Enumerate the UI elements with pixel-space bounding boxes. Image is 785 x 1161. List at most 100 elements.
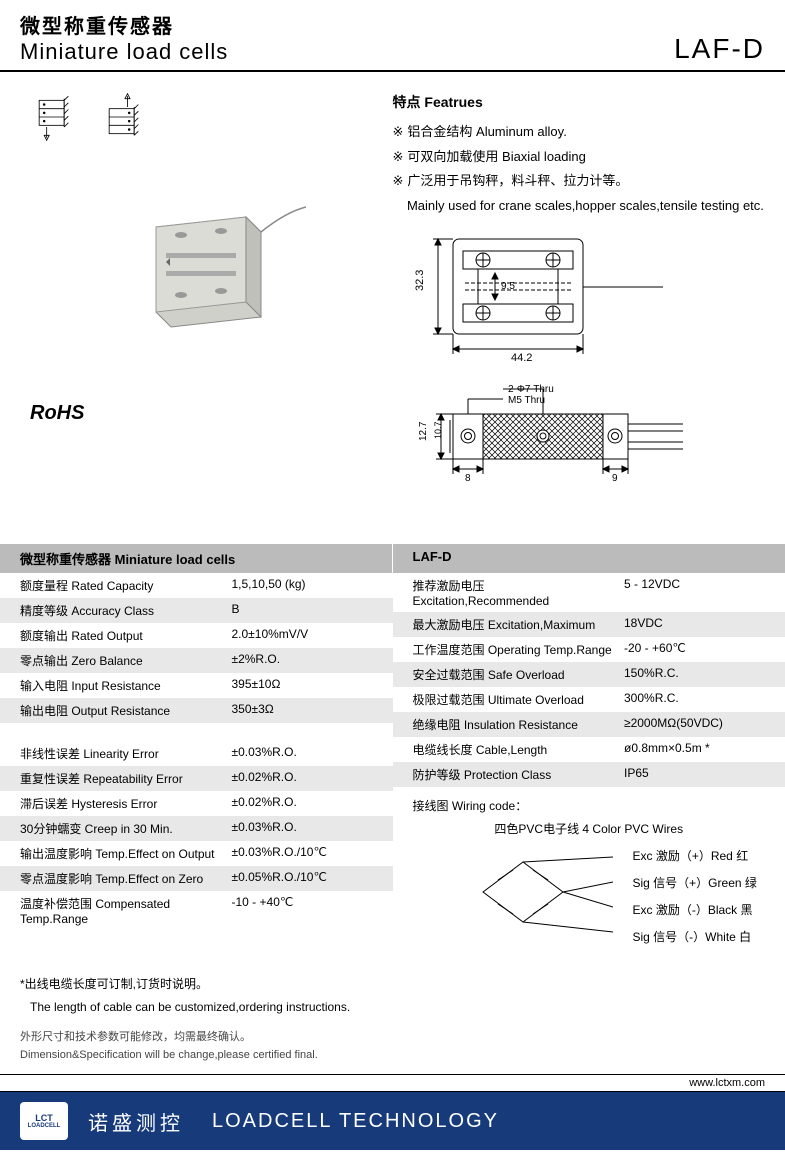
spec-label: 防护等级 Protection Class bbox=[413, 766, 625, 783]
product-photo bbox=[106, 182, 306, 362]
spec-spacer bbox=[0, 723, 393, 741]
footer-logo-icon: LCT LOADCELL bbox=[20, 1102, 68, 1140]
technical-drawing: 44.2 32.3 9.5 bbox=[393, 229, 766, 524]
spec-body: 额度量程 Rated Capacity1,5,10,50 (kg)精度等级 Ac… bbox=[0, 573, 785, 955]
footer-text-english: LOADCELL TECHNOLOGY bbox=[212, 1110, 499, 1133]
spec-left-column: 额度量程 Rated Capacity1,5,10,50 (kg)精度等级 Ac… bbox=[0, 573, 393, 955]
spec-value: 300%R.C. bbox=[624, 691, 765, 708]
website-url: www.lctxm.com bbox=[0, 1074, 785, 1092]
spec-value: ±0.02%R.O. bbox=[232, 795, 373, 812]
left-column: RoHS bbox=[20, 92, 393, 524]
right-column: 特点 Featrues ※铝合金结构 Aluminum alloy.※可双向加载… bbox=[393, 92, 766, 524]
spec-value: ≥2000MΩ(50VDC) bbox=[624, 716, 765, 733]
wiring-schematic-icon bbox=[473, 847, 613, 937]
dim-center: 9.5 bbox=[501, 281, 515, 292]
spec-value: 18VDC bbox=[624, 616, 765, 633]
spec-value: -10 - +40℃ bbox=[232, 895, 373, 926]
spec-left2-rows: 非线性误差 Linearity Error±0.03%R.O.重复性误差 Rep… bbox=[0, 741, 393, 930]
spec-label: 非线性误差 Linearity Error bbox=[20, 745, 232, 762]
spec-row: 最大激励电压 Excitation,Maximum18VDC bbox=[393, 612, 785, 637]
top-content: RoHS 特点 Featrues ※铝合金结构 Aluminum alloy.※… bbox=[0, 72, 785, 544]
spec-value: ±2%R.O. bbox=[232, 652, 373, 669]
spec-value: 5 - 12VDC bbox=[624, 577, 765, 608]
spec-label: 额度输出 Rated Output bbox=[20, 627, 232, 644]
logo-top: LCT bbox=[35, 1114, 53, 1123]
spec-header-right: LAF-D bbox=[393, 544, 785, 573]
wire-label: Exc 激励（+）Red 红 bbox=[633, 847, 757, 864]
dim-height: 32.3 bbox=[414, 269, 426, 290]
spec-row: 零点温度影响 Temp.Effect on Zero±0.05%R.O./10℃ bbox=[0, 866, 393, 891]
page-header: 微型称重传感器 Miniature load cells LAF-D bbox=[0, 0, 785, 72]
load-diagram-down bbox=[30, 92, 80, 142]
spec-value: IP65 bbox=[624, 766, 765, 783]
spec-label: 零点温度影响 Temp.Effect on Zero bbox=[20, 870, 232, 887]
spec-label: 推荐激励电压 Excitation,Recommended bbox=[413, 577, 625, 608]
spec-row: 防护等级 Protection ClassIP65 bbox=[393, 762, 785, 787]
cable-note-en: The length of cable can be customized,or… bbox=[30, 998, 765, 1017]
spec-value: 1,5,10,50 (kg) bbox=[232, 577, 373, 594]
title-chinese: 微型称重传感器 bbox=[20, 10, 228, 39]
model-number: LAF-D bbox=[674, 33, 765, 65]
spec-row: 重复性误差 Repeatability Error±0.02%R.O. bbox=[0, 766, 393, 791]
spec-value: ±0.03%R.O./10℃ bbox=[232, 845, 373, 862]
spec-label: 额度量程 Rated Capacity bbox=[20, 577, 232, 594]
spec-label: 30分钟蠕变 Creep in 30 Min. bbox=[20, 820, 232, 837]
spec-value: ±0.05%R.O./10℃ bbox=[232, 870, 373, 887]
spec-header-left: 微型称重传感器 Miniature load cells bbox=[0, 544, 393, 573]
footnotes: *出线电缆长度可订制,订货时说明。 The length of cable ca… bbox=[0, 955, 785, 1075]
feature-item: ※广泛用于吊钩秤，料斗秤、拉力计等。 Mainly used for crane… bbox=[393, 169, 766, 218]
dim-pad-r: 9 bbox=[612, 473, 618, 484]
spec-row: 额度输出 Rated Output2.0±10%mV/V bbox=[0, 623, 393, 648]
spec-label: 绝缘电阻 Insulation Resistance bbox=[413, 716, 625, 733]
dimension-note-en: Dimension&Specification will be change,p… bbox=[20, 1047, 765, 1065]
footer-text-chinese: 诺盛测控 bbox=[88, 1107, 184, 1136]
spec-row: 输入电阻 Input Resistance395±10Ω bbox=[0, 673, 393, 698]
spec-value: B bbox=[232, 602, 373, 619]
spec-label: 安全过载范围 Safe Overload bbox=[413, 666, 625, 683]
spec-label: 重复性误差 Repeatability Error bbox=[20, 770, 232, 787]
features-list: ※铝合金结构 Aluminum alloy.※可双向加载使用 Biaxial l… bbox=[393, 120, 766, 219]
wiring-diagram: Exc 激励（+）Red 红 Sig 信号（+）Green 绿 Exc 激励（-）B… bbox=[473, 847, 766, 945]
feature-item: ※铝合金结构 Aluminum alloy. bbox=[393, 120, 766, 145]
spec-left-rows: 额度量程 Rated Capacity1,5,10,50 (kg)精度等级 Ac… bbox=[0, 573, 393, 723]
spec-row: 输出温度影响 Temp.Effect on Output±0.03%R.O./1… bbox=[0, 841, 393, 866]
cable-note-cn: *出线电缆长度可订制,订货时说明。 bbox=[20, 975, 765, 994]
dim-thread-label: M5 Thru bbox=[508, 395, 545, 406]
spec-right-rows: 推荐激励电压 Excitation,Recommended5 - 12VDC 最大… bbox=[393, 573, 785, 787]
page-footer: LCT LOADCELL 诺盛测控 LOADCELL TECHNOLOGY bbox=[0, 1092, 785, 1150]
spec-row: 工作温度范围 Operating Temp.Range-20 - +60℃ bbox=[393, 637, 785, 662]
dim-side-h: 12.7 bbox=[418, 421, 429, 441]
dim-hole-label: 2-Φ7 Thru bbox=[508, 384, 554, 395]
spec-row: 精度等级 Accuracy ClassB bbox=[0, 598, 393, 623]
spec-value: ø0.8mm×0.5m * bbox=[624, 741, 765, 758]
spec-value: ±0.03%R.O. bbox=[232, 745, 373, 762]
spec-row: 额度量程 Rated Capacity1,5,10,50 (kg) bbox=[0, 573, 393, 598]
spec-row: 滞后误差 Hysteresis Error±0.02%R.O. bbox=[0, 791, 393, 816]
dimension-note-cn: 外形尺寸和技术参数可能修改，均需最终确认。 bbox=[20, 1029, 765, 1047]
spec-right-column: 推荐激励电压 Excitation,Recommended5 - 12VDC 最大… bbox=[393, 573, 785, 955]
wiring-subtitle: 四色PVC电子线 4 Color PVC Wires bbox=[413, 820, 766, 837]
title-english: Miniature load cells bbox=[20, 39, 228, 65]
spec-row: 零点输出 Zero Balance±2%R.O. bbox=[0, 648, 393, 673]
spec-label: 精度等级 Accuracy Class bbox=[20, 602, 232, 619]
feature-item: ※可双向加载使用 Biaxial loading bbox=[393, 145, 766, 170]
spec-row: 温度补偿范围 Compensated Temp.Range-10 - +40℃ bbox=[0, 891, 393, 930]
spec-row: 安全过载范围 Safe Overload150%R.C. bbox=[393, 662, 785, 687]
spec-label: 极限过载范围 Ultimate Overload bbox=[413, 691, 625, 708]
rohs-label: RoHS bbox=[30, 402, 393, 425]
spec-label: 输出温度影响 Temp.Effect on Output bbox=[20, 845, 232, 862]
spec-value: 350±3Ω bbox=[232, 702, 373, 719]
wire-label: Exc 激励（-）Black 黑 bbox=[633, 901, 757, 918]
spec-label: 温度补偿范围 Compensated Temp.Range bbox=[20, 895, 232, 926]
wiring-title: 接线图 Wiring code： bbox=[413, 797, 766, 814]
spec-label: 滞后误差 Hysteresis Error bbox=[20, 795, 232, 812]
wire-label: Sig 信号（+）Green 绿 bbox=[633, 874, 757, 891]
dim-width: 44.2 bbox=[511, 352, 532, 364]
spec-row: 绝缘电阻 Insulation Resistance≥2000MΩ(50VDC) bbox=[393, 712, 785, 737]
spec-value: 2.0±10%mV/V bbox=[232, 627, 373, 644]
spec-row: 非线性误差 Linearity Error±0.03%R.O. bbox=[0, 741, 393, 766]
header-titles: 微型称重传感器 Miniature load cells bbox=[20, 10, 228, 65]
logo-bottom: LOADCELL bbox=[28, 1123, 61, 1129]
spec-label: 输出电阻 Output Resistance bbox=[20, 702, 232, 719]
spec-row: 30分钟蠕变 Creep in 30 Min.±0.03%R.O. bbox=[0, 816, 393, 841]
